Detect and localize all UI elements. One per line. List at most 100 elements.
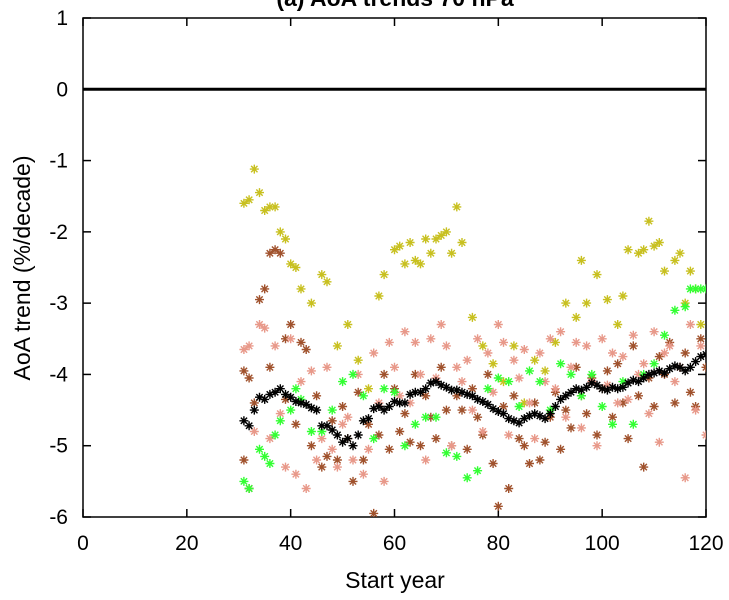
- data-point: [239, 476, 249, 486]
- data-point: [322, 451, 332, 461]
- data-point: [441, 227, 451, 237]
- data-point: [571, 312, 581, 322]
- data-point: [457, 377, 467, 387]
- data-point: [519, 345, 529, 354]
- data-point: [592, 441, 602, 451]
- data-point: [379, 405, 389, 415]
- data-point: [348, 369, 358, 379]
- data-point: [608, 412, 617, 422]
- data-point: [608, 419, 617, 429]
- data-point: [488, 359, 498, 369]
- axis-ticks: [82, 17, 707, 518]
- data-point: [332, 341, 342, 351]
- data-point: [680, 473, 690, 483]
- data-point: [473, 394, 483, 404]
- data-point: [265, 389, 275, 399]
- data-point: [416, 441, 425, 451]
- data-point: [545, 334, 555, 344]
- data-point: [436, 362, 446, 372]
- data-point: [634, 248, 643, 258]
- data-point: [421, 384, 431, 394]
- data-point: [701, 362, 706, 372]
- data-point: [426, 378, 436, 388]
- data-point: [291, 384, 301, 394]
- data-point: [400, 409, 410, 419]
- data-point: [473, 412, 483, 422]
- data-point: [369, 434, 379, 444]
- data-point: [395, 427, 405, 436]
- data-point: [613, 359, 623, 369]
- data-point: [343, 412, 353, 422]
- data-point: [457, 238, 467, 247]
- data-point: [338, 402, 348, 411]
- data-point: [561, 412, 571, 422]
- data-point: [338, 437, 348, 447]
- data-point: [582, 409, 592, 419]
- x-tick-label: 80: [487, 532, 510, 555]
- data-point: [275, 248, 285, 258]
- data-point: [306, 298, 316, 308]
- data-point: [410, 419, 420, 429]
- data-point: [540, 414, 550, 424]
- data-point: [426, 248, 436, 258]
- x-tick-label: 100: [585, 532, 620, 555]
- data-point: [685, 387, 695, 397]
- data-point: [639, 359, 649, 369]
- data-point: [244, 373, 254, 383]
- data-point: [504, 484, 514, 493]
- data-point: [348, 476, 358, 486]
- data-point: [613, 384, 623, 394]
- data-point: [255, 320, 264, 329]
- data-point: [571, 362, 581, 372]
- data-point: [260, 206, 270, 215]
- data-point: [623, 394, 633, 404]
- data-point: [597, 402, 607, 411]
- data-point: [390, 245, 399, 255]
- data-point: [457, 405, 467, 415]
- data-point: [452, 202, 462, 212]
- data-point: [338, 419, 348, 429]
- data-point: [623, 378, 633, 388]
- data-point: [249, 427, 259, 436]
- data-point: [281, 234, 290, 244]
- y-tick-label: -3: [49, 292, 68, 315]
- data-point: [462, 444, 472, 454]
- data-point: [239, 198, 249, 208]
- data-point: [691, 405, 701, 415]
- data-point: [416, 369, 425, 379]
- data-point: [509, 355, 519, 365]
- data-point: [405, 238, 415, 247]
- data-point: [327, 444, 337, 454]
- data-point: [255, 392, 264, 402]
- data-point: [654, 352, 664, 362]
- data-point: [660, 348, 669, 358]
- data-point: [628, 330, 638, 340]
- data-point: [410, 369, 420, 379]
- data-point: [405, 398, 415, 408]
- data-point: [275, 416, 285, 426]
- data-point: [327, 405, 337, 415]
- data-point: [514, 434, 524, 444]
- y-tick-label: -4: [49, 363, 68, 386]
- series-0: [239, 164, 706, 408]
- data-point: [436, 320, 446, 329]
- data-point: [426, 334, 436, 344]
- data-point: [628, 341, 638, 351]
- data-point: [675, 248, 685, 258]
- data-point: [696, 320, 706, 329]
- data-point: [239, 416, 249, 426]
- data-point: [421, 391, 431, 401]
- data-point: [353, 369, 363, 379]
- data-point: [639, 462, 649, 472]
- data-point: [353, 430, 363, 440]
- data-point: [270, 245, 280, 255]
- data-point: [441, 341, 451, 351]
- data-point: [270, 202, 280, 212]
- data-point: [255, 444, 264, 454]
- data-point: [660, 330, 669, 340]
- data-point: [462, 389, 472, 399]
- x-tick-label: 40: [279, 532, 302, 555]
- data-point: [685, 362, 695, 372]
- data-point: [244, 484, 254, 493]
- data-point: [582, 341, 592, 351]
